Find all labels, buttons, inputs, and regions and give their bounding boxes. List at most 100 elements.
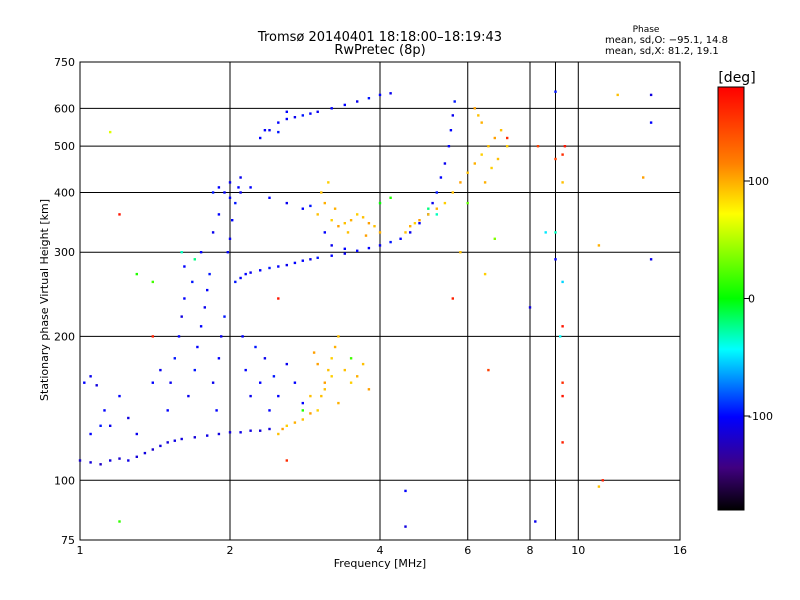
data-point [413, 222, 417, 225]
data-point [268, 409, 271, 412]
data-point [597, 244, 601, 247]
data-point [320, 191, 323, 194]
data-point [301, 259, 304, 262]
data-point [323, 231, 326, 234]
data-point [215, 409, 218, 412]
data-point [259, 429, 262, 432]
data-point [263, 357, 267, 360]
data-point [249, 271, 252, 274]
colorbar-ticks: 100 0 -100 [744, 175, 773, 423]
data-point [208, 272, 211, 276]
data-point [367, 388, 371, 391]
data-point [356, 375, 359, 378]
data-point [561, 325, 564, 328]
data-point [135, 432, 138, 436]
data-point [435, 213, 438, 216]
data-point [191, 280, 194, 284]
x-tick-label: 4 [377, 544, 384, 557]
data-point [237, 186, 240, 189]
data-point [330, 107, 333, 110]
data-point [159, 444, 162, 448]
y-tick-label: 100 [54, 474, 75, 487]
data-point [561, 394, 564, 398]
data-point [389, 196, 392, 199]
data-point [528, 306, 532, 309]
data-point [173, 357, 176, 360]
data-point [231, 219, 234, 222]
data-point [193, 368, 196, 372]
data-point [316, 213, 319, 216]
data-point [473, 162, 476, 165]
y-tick-label: 300 [54, 246, 75, 259]
data-point [561, 441, 564, 444]
data-point [206, 288, 209, 292]
data-point [89, 375, 92, 378]
data-point [487, 145, 490, 148]
data-point [301, 401, 304, 405]
x-tick-label: 10 [571, 544, 585, 557]
colorbar-tick-label: -100 [748, 410, 773, 423]
data-point [259, 381, 262, 384]
data-point [277, 130, 280, 134]
data-point [466, 201, 469, 205]
data-point [337, 225, 340, 228]
data-point [211, 381, 215, 384]
data-point [293, 116, 297, 119]
data-point [490, 166, 493, 170]
data-point [561, 181, 564, 184]
data-point [285, 110, 288, 113]
data-point [285, 117, 288, 121]
data-point [309, 394, 312, 398]
data-point [234, 280, 237, 284]
data-point [151, 335, 154, 338]
data-point [309, 112, 312, 115]
data-point [151, 280, 154, 284]
data-point [323, 201, 326, 205]
data-point [135, 272, 138, 276]
data-point [477, 114, 480, 117]
data-point [330, 219, 333, 222]
data-point [554, 90, 557, 93]
colorbar-tick-label: 100 [748, 175, 769, 188]
data-point [378, 201, 382, 205]
chart-subtitle: RwPretec (8p) [334, 43, 425, 58]
stats-line-x: mean, sd,X: 81.2, 19.1 [605, 46, 719, 57]
data-point [220, 335, 223, 338]
data-point [487, 368, 490, 372]
data-point [418, 222, 421, 225]
data-point [349, 357, 353, 360]
data-point [259, 136, 262, 140]
x-tick-label: 8 [527, 544, 534, 557]
data-point [239, 276, 242, 280]
data-point [217, 186, 221, 189]
data-point [316, 256, 319, 259]
data-point [435, 191, 438, 194]
data-point [493, 136, 496, 140]
stats-line-o: mean, sd,O: −95.1, 14.8 [605, 35, 728, 46]
data-point [544, 231, 547, 234]
data-point [228, 431, 232, 434]
data-point [554, 157, 557, 161]
data-point [473, 107, 476, 110]
data-point [99, 463, 102, 466]
data-point [285, 362, 288, 366]
data-point [337, 335, 340, 338]
data-point [95, 384, 98, 387]
data-point [561, 280, 564, 284]
data-point [330, 357, 333, 360]
data-point [268, 427, 271, 431]
data-point [211, 231, 215, 234]
data-point [330, 375, 333, 378]
data-point [268, 129, 271, 132]
data-point [293, 261, 297, 265]
data-point [193, 258, 196, 261]
data-point [169, 381, 172, 384]
data-point [285, 263, 288, 267]
data-point [373, 225, 376, 228]
data-point [173, 439, 176, 442]
data-point [506, 136, 509, 140]
data-point [309, 258, 312, 261]
data-point [346, 231, 350, 234]
data-point [449, 129, 453, 132]
